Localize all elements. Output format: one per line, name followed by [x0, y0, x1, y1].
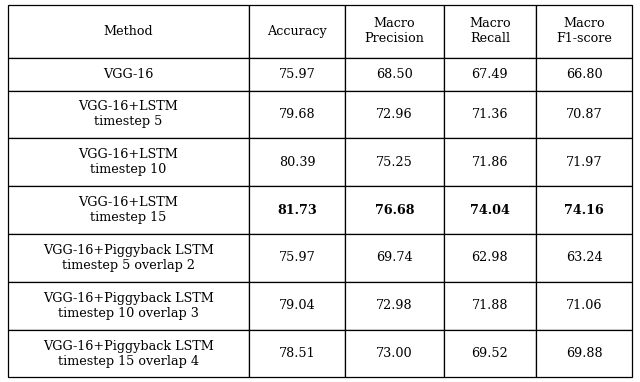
Bar	[536, 138, 632, 186]
Bar	[250, 138, 345, 186]
Text: 81.73: 81.73	[277, 204, 317, 217]
Text: 74.16: 74.16	[564, 204, 604, 217]
Text: 75.97: 75.97	[279, 68, 316, 81]
Text: VGG-16+Piggyback LSTM
timestep 15 overlap 4: VGG-16+Piggyback LSTM timestep 15 overla…	[43, 340, 214, 367]
Bar	[8, 5, 250, 58]
Text: 62.98: 62.98	[472, 251, 508, 264]
Bar	[536, 234, 632, 282]
Text: 68.50: 68.50	[376, 68, 413, 81]
Bar	[444, 138, 536, 186]
Bar	[8, 234, 250, 282]
Bar	[345, 138, 444, 186]
Bar	[444, 58, 536, 91]
Text: 75.25: 75.25	[376, 156, 413, 169]
Text: Macro
Precision: Macro Precision	[364, 17, 424, 45]
Text: Macro
Recall: Macro Recall	[469, 17, 511, 45]
Text: 80.39: 80.39	[279, 156, 316, 169]
Bar	[345, 91, 444, 138]
Bar	[536, 91, 632, 138]
Bar	[8, 91, 250, 138]
Bar	[345, 58, 444, 91]
Bar	[250, 282, 345, 330]
Bar	[250, 234, 345, 282]
Bar	[250, 5, 345, 58]
Text: VGG-16+LSTM
timestep 15: VGG-16+LSTM timestep 15	[79, 196, 179, 224]
Text: 71.88: 71.88	[472, 299, 508, 312]
Bar	[536, 330, 632, 377]
Bar	[250, 330, 345, 377]
Bar	[444, 282, 536, 330]
Text: 69.52: 69.52	[472, 347, 508, 360]
Bar	[536, 5, 632, 58]
Text: 71.86: 71.86	[472, 156, 508, 169]
Bar	[345, 330, 444, 377]
Text: 71.97: 71.97	[566, 156, 602, 169]
Text: 74.04: 74.04	[470, 204, 510, 217]
Text: Accuracy: Accuracy	[268, 24, 327, 37]
Bar	[536, 58, 632, 91]
Text: 72.98: 72.98	[376, 299, 413, 312]
Text: Method: Method	[104, 24, 154, 37]
Text: 71.36: 71.36	[472, 108, 508, 121]
Text: VGG-16+Piggyback LSTM
timestep 10 overlap 3: VGG-16+Piggyback LSTM timestep 10 overla…	[43, 292, 214, 320]
Text: 78.51: 78.51	[279, 347, 316, 360]
Text: 69.74: 69.74	[376, 251, 413, 264]
Text: 67.49: 67.49	[472, 68, 508, 81]
Bar	[345, 234, 444, 282]
Bar	[444, 5, 536, 58]
Bar	[345, 282, 444, 330]
Bar	[444, 91, 536, 138]
Bar	[444, 330, 536, 377]
Text: 79.04: 79.04	[279, 299, 316, 312]
Bar	[8, 58, 250, 91]
Text: VGG-16+Piggyback LSTM
timestep 5 overlap 2: VGG-16+Piggyback LSTM timestep 5 overlap…	[43, 244, 214, 272]
Bar	[250, 186, 345, 234]
Bar	[444, 186, 536, 234]
Bar	[536, 186, 632, 234]
Bar	[250, 91, 345, 138]
Bar	[8, 330, 250, 377]
Bar	[536, 282, 632, 330]
Text: Macro
F1-score: Macro F1-score	[556, 17, 612, 45]
Text: 70.87: 70.87	[566, 108, 602, 121]
Text: VGG-16+LSTM
timestep 5: VGG-16+LSTM timestep 5	[79, 100, 179, 128]
Bar	[444, 234, 536, 282]
Text: 63.24: 63.24	[566, 251, 602, 264]
Text: 73.00: 73.00	[376, 347, 413, 360]
Text: 76.68: 76.68	[374, 204, 414, 217]
Bar	[345, 186, 444, 234]
Bar	[8, 138, 250, 186]
Bar	[8, 186, 250, 234]
Text: 72.96: 72.96	[376, 108, 413, 121]
Bar	[8, 282, 250, 330]
Text: 79.68: 79.68	[279, 108, 316, 121]
Text: 75.97: 75.97	[279, 251, 316, 264]
Text: 71.06: 71.06	[566, 299, 602, 312]
Text: VGG-16: VGG-16	[104, 68, 154, 81]
Text: 69.88: 69.88	[566, 347, 602, 360]
Bar	[250, 58, 345, 91]
Text: VGG-16+LSTM
timestep 10: VGG-16+LSTM timestep 10	[79, 148, 179, 176]
Text: 66.80: 66.80	[566, 68, 602, 81]
Bar	[345, 5, 444, 58]
